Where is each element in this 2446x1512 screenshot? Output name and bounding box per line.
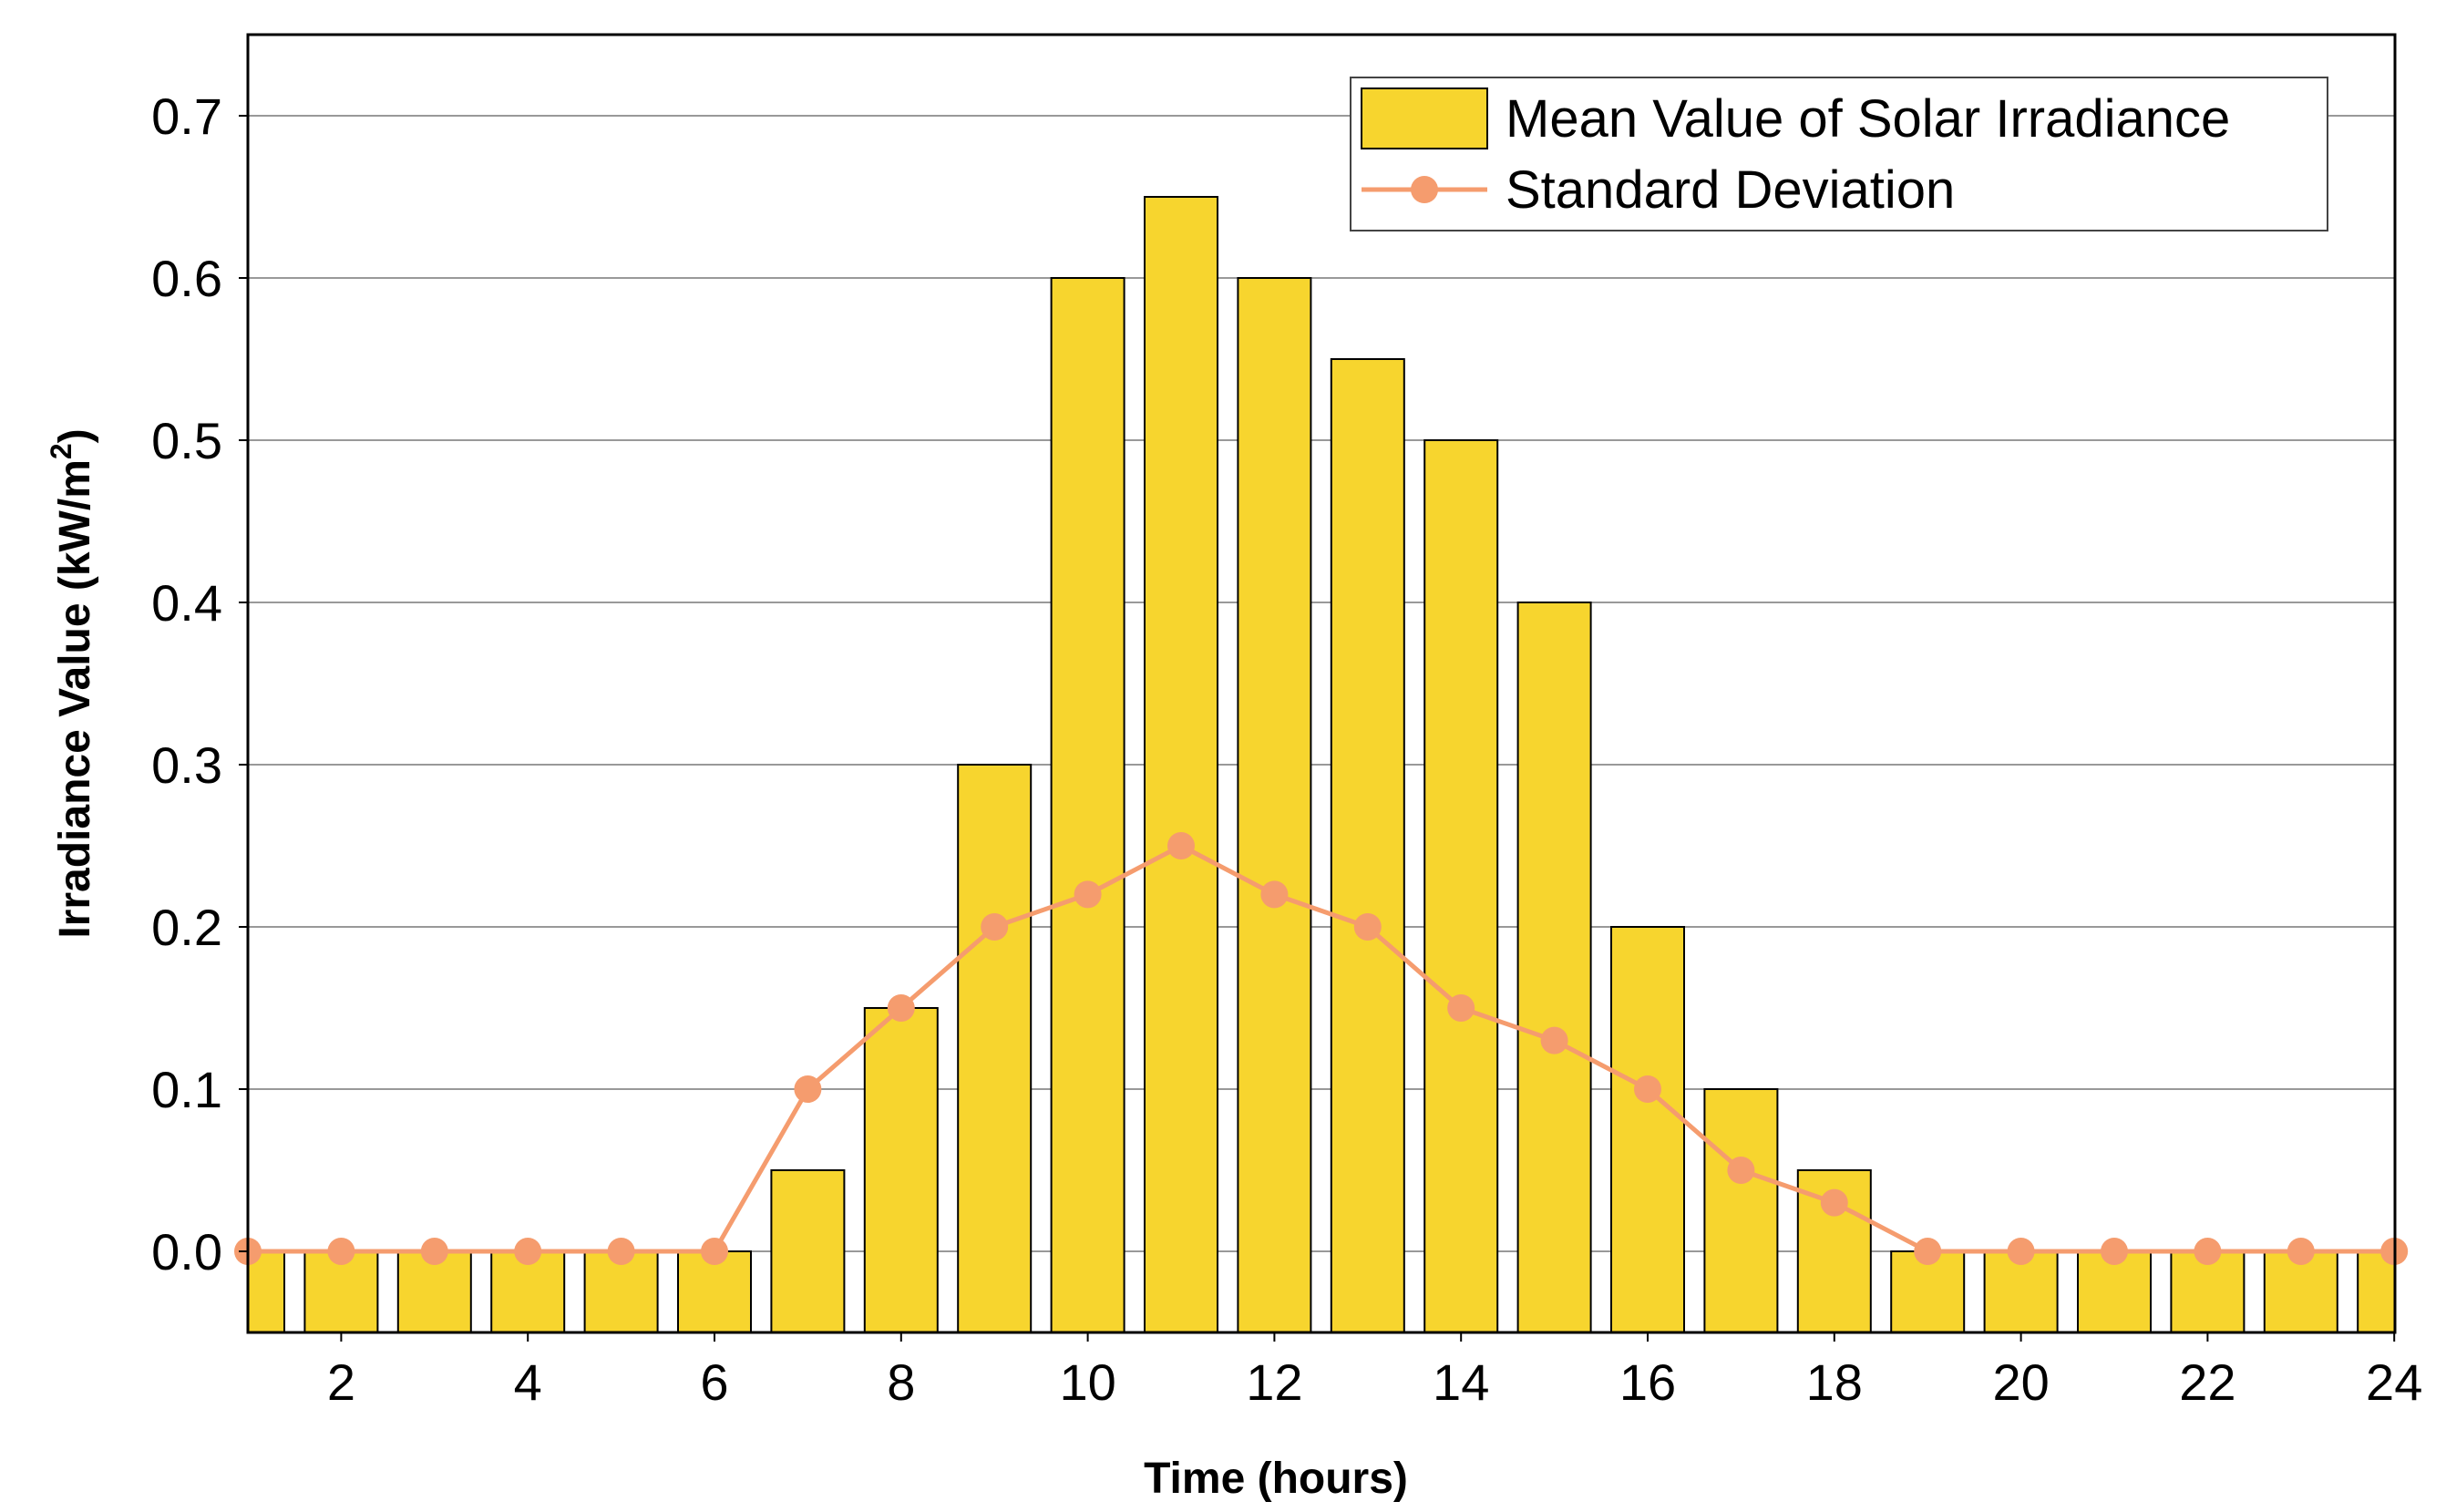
bar (1237, 277, 1312, 1333)
std-dev-point (1353, 913, 1382, 941)
std-dev-point (1727, 1157, 1755, 1184)
bar (863, 1007, 939, 1333)
x-tick-label: 8 (887, 1353, 915, 1411)
bar (1423, 439, 1499, 1333)
line-series (234, 832, 2409, 1265)
std-dev-point (794, 1075, 822, 1103)
std-dev-point (607, 1238, 635, 1265)
y-axis-title-superscript: 2 (45, 443, 77, 459)
std-dev-point (2007, 1238, 2035, 1265)
bar (957, 764, 1033, 1333)
std-dev-point (1820, 1188, 1848, 1217)
std-dev-point (981, 913, 1009, 941)
legend-box (1350, 77, 2328, 231)
bar (1050, 277, 1125, 1333)
x-tick-label: 4 (514, 1353, 542, 1411)
y-tick-label: 0.2 (151, 899, 222, 956)
legend-swatch-marker (1411, 176, 1438, 203)
std-dev-point (1540, 1026, 1568, 1054)
bar (247, 1250, 285, 1333)
x-tick-label: 12 (1246, 1353, 1302, 1411)
std-dev-point (887, 994, 915, 1022)
x-axis-title: Time (hours) (1144, 1455, 1408, 1503)
legend-swatch-mean (1361, 87, 1488, 149)
y-tick-label: 0.5 (151, 412, 222, 469)
std-dev-point (1167, 832, 1195, 859)
y-axis-title: Irradiance Value (kW/m2) (45, 428, 99, 938)
legend: Mean Value of Solar Irradiance Standard … (1350, 77, 2328, 231)
std-dev-point (327, 1238, 355, 1265)
x-tick-label: 10 (1059, 1353, 1115, 1411)
std-dev-point (2194, 1238, 2222, 1265)
bar (1144, 196, 1218, 1333)
x-tick-label: 22 (2179, 1353, 2235, 1411)
x-tick-label: 14 (1433, 1353, 1489, 1411)
x-tick-label: 2 (327, 1353, 355, 1411)
y-axis-title-close: ) (51, 428, 99, 443)
std-dev-point (701, 1238, 728, 1265)
y-tick-label: 0.3 (151, 736, 222, 794)
bar (1330, 358, 1405, 1333)
plot-background (248, 35, 2395, 1332)
y-tick-label: 0.7 (151, 87, 222, 145)
x-tick-label: 20 (1992, 1353, 2049, 1411)
x-tick-label: 18 (1806, 1353, 1863, 1411)
std-dev-point (1447, 994, 1475, 1022)
x-tick-label: 16 (1619, 1353, 1676, 1411)
std-dev-point (1260, 880, 1289, 909)
x-tick-label: 6 (700, 1353, 728, 1411)
std-dev-point (2101, 1238, 2128, 1265)
plot-frame (246, 33, 2397, 1334)
std-dev-point (514, 1238, 542, 1265)
bar (1610, 926, 1685, 1333)
bar-series (247, 196, 2396, 1333)
bar (1516, 602, 1592, 1333)
std-dev-point (1914, 1238, 1942, 1265)
x-axis-ticks: 2 4 6 8 10 12 14 16 18 20 22 24 (327, 1332, 2422, 1411)
bar (770, 1169, 846, 1333)
y-tick-label: 0.6 (151, 250, 222, 307)
y-axis-title-main: Irradiance Value (kW/m (51, 459, 99, 939)
y-tick-label: 0.4 (151, 574, 222, 632)
std-dev-point (1074, 880, 1102, 909)
y-axis-ticks: 0.0 0.1 0.2 0.3 0.4 0.5 0.6 0.7 (151, 87, 248, 1281)
y-tick-label: 0.0 (151, 1223, 222, 1281)
bar (1703, 1088, 1779, 1333)
std-dev-point (2287, 1238, 2315, 1265)
legend-label-mean: Mean Value of Solar Irradiance (1506, 89, 2230, 149)
legend-label-std: Standard Deviation (1506, 160, 1955, 220)
std-dev-point (420, 1238, 448, 1265)
std-dev-line (248, 843, 2395, 1254)
x-tick-label: 24 (2366, 1353, 2422, 1411)
std-dev-point (1634, 1075, 1661, 1103)
y-tick-label: 0.1 (151, 1061, 222, 1118)
